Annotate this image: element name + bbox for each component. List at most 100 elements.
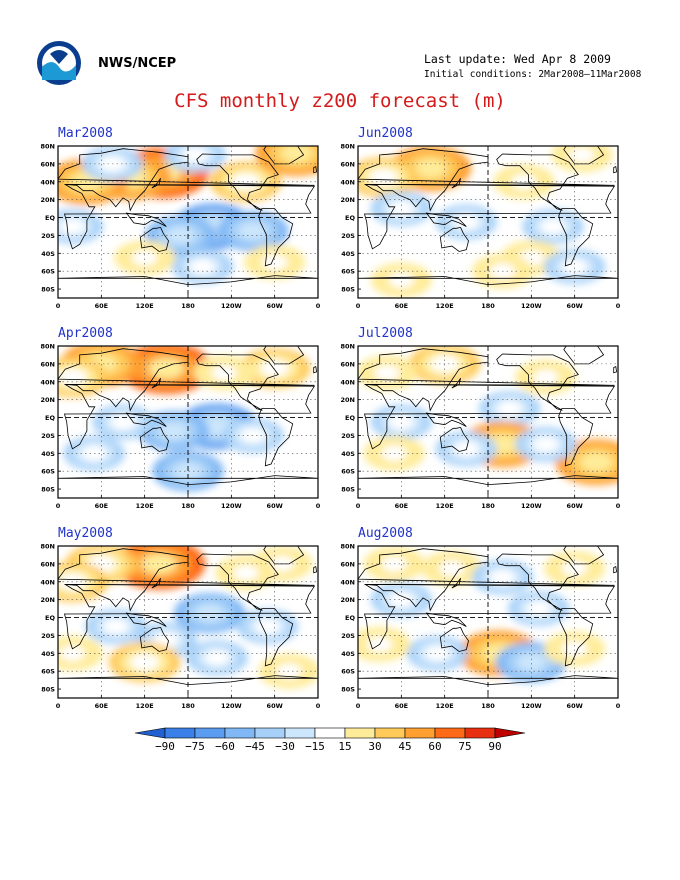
coastline: [125, 212, 167, 227]
coastline: [58, 148, 315, 212]
forecast-panel: Apr2008 80N 60N 40N 20N EQ 20S 40S 60S 80S 0 60E 120…: [20, 326, 321, 510]
lat-tick-label: 60S: [41, 668, 55, 676]
coastline: [496, 153, 579, 211]
coastline: [496, 353, 579, 411]
anomaly-blob: [496, 400, 523, 417]
lat-tick-label: 60N: [41, 360, 56, 368]
lat-tick-label: 20S: [341, 232, 355, 240]
anomaly-blob: [439, 560, 465, 577]
lon-tick-label: 0: [356, 502, 361, 510]
coastline: [358, 475, 618, 486]
lat-tick-label: 80S: [341, 486, 355, 494]
lat-tick-label: 80N: [341, 543, 356, 551]
colorbar-label: 15: [338, 740, 351, 753]
lon-tick-label: 0: [616, 302, 620, 310]
anomaly-blob: [153, 632, 180, 648]
anomaly-blob: [516, 653, 546, 671]
lon-tick-label: 120E: [136, 702, 154, 710]
lon-tick-label: 60W: [267, 302, 283, 310]
coastline: [196, 553, 279, 611]
coastline: [363, 583, 616, 650]
lon-tick-label: 60E: [95, 502, 109, 510]
lat-tick-label: 40S: [41, 450, 55, 458]
panel-title: Aug2008: [358, 526, 413, 541]
panel-title: Jun2008: [358, 126, 413, 141]
initial-conditions: Initial conditions: 2Mar2008–11Mar2008: [424, 69, 642, 80]
lat-tick-label: 80S: [41, 486, 55, 494]
lat-tick-label: 40S: [341, 250, 355, 258]
lat-tick-label: 40N: [41, 578, 56, 586]
anomaly-blob: [569, 147, 595, 163]
lat-tick-label: 60S: [341, 268, 355, 276]
figure-title: CFS monthly z200 forecast (m): [174, 90, 506, 112]
lat-tick-label: 40S: [41, 250, 55, 258]
forecast-panel: Aug2008 80N 60N 40N 20N EQ 20S 40S 60S 80S 0 60E 120…: [320, 526, 621, 710]
lon-tick-label: 180: [181, 302, 195, 310]
anomaly-blob: [453, 214, 480, 230]
lon-tick-label: 60W: [267, 702, 283, 710]
lat-tick-label: EQ: [45, 214, 55, 222]
lon-tick-label: 0: [316, 302, 320, 310]
forecast-panel: May2008 80N 60N 40N 20N EQ 20S 40S 60S 80S 0 60E 120…: [20, 526, 321, 710]
coastline: [425, 212, 467, 227]
coastline: [451, 577, 461, 589]
lat-tick-label: 40N: [341, 178, 356, 186]
anomaly-blob: [561, 560, 588, 577]
lat-tick-label: 20S: [41, 632, 55, 640]
anomaly-blob: [58, 368, 88, 386]
lon-tick-label: 120W: [521, 502, 542, 510]
lon-tick-label: 0: [616, 502, 620, 510]
coastline: [263, 146, 305, 165]
coastline: [425, 412, 467, 427]
colorbar-label: 45: [398, 740, 411, 753]
anomaly-blob: [388, 591, 415, 608]
coastline: [58, 475, 318, 486]
lon-tick-label: 120W: [521, 302, 542, 310]
anomaly-blob: [189, 258, 216, 275]
lat-tick-label: 40N: [341, 378, 356, 386]
coastline: [258, 608, 294, 667]
anomaly-blob: [141, 553, 178, 575]
lat-tick-label: 60S: [41, 268, 55, 276]
lon-tick-label: 0: [316, 702, 320, 710]
lon-tick-label: 60W: [267, 502, 283, 510]
lat-tick-label: 40N: [41, 378, 56, 386]
lat-tick-label: 40S: [41, 650, 55, 658]
lat-tick-label: 60N: [41, 160, 56, 168]
lat-tick-label: 60N: [341, 160, 356, 168]
coastline: [439, 226, 469, 252]
anomaly-blob: [280, 146, 313, 163]
lon-tick-label: 180: [181, 702, 195, 710]
forecast-panel: Jul2008 80N 60N 40N 20N EQ 20S 40S 60S 80S 0 60E 120…: [320, 326, 621, 510]
coastline: [151, 577, 161, 589]
lat-tick-label: 60S: [41, 468, 55, 476]
anomaly-blob: [532, 436, 559, 453]
lon-tick-label: 180: [481, 702, 495, 710]
lon-tick-label: 120W: [221, 702, 242, 710]
lat-tick-label: 80S: [341, 686, 355, 694]
lon-tick-label: 120E: [436, 502, 454, 510]
lon-tick-label: 120W: [221, 302, 242, 310]
coastline: [439, 426, 469, 452]
colorbar-label: −60: [215, 740, 235, 753]
panel-title: Apr2008: [58, 326, 113, 341]
lat-tick-label: 80S: [41, 686, 55, 694]
coastline: [151, 377, 161, 389]
lat-tick-label: 40S: [341, 450, 355, 458]
lon-tick-label: 0: [56, 302, 61, 310]
coastline: [558, 608, 594, 667]
anomaly-blob: [525, 600, 552, 617]
lat-tick-label: 20N: [341, 196, 356, 204]
lat-tick-label: 60S: [341, 668, 355, 676]
panel-title: Jul2008: [358, 326, 413, 341]
colorbar-cell: [194, 727, 226, 739]
colorbar: −90 −75 −60 −45 −30 −15 15 30 45 60 75 90: [134, 727, 526, 753]
colorbar-label: −45: [245, 740, 265, 753]
lon-tick-label: 60W: [567, 702, 583, 710]
coastline: [125, 412, 167, 427]
coastline: [125, 612, 167, 627]
lon-tick-label: 60E: [95, 702, 109, 710]
